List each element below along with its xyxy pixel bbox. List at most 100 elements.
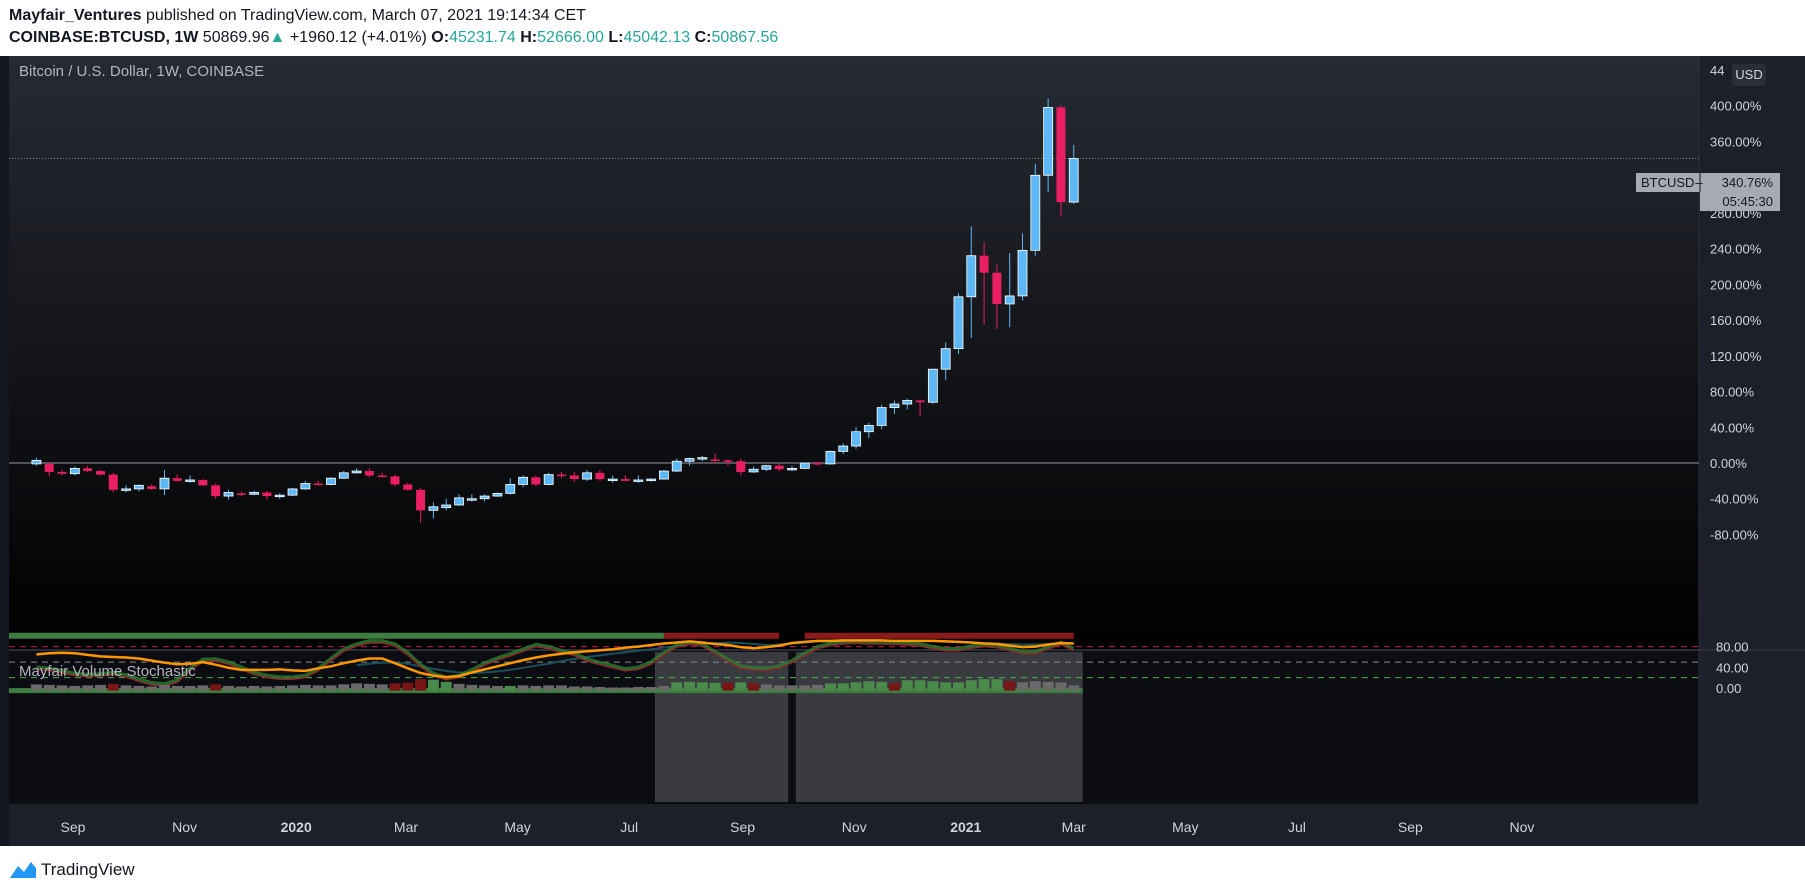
candle[interactable]	[198, 479, 208, 487]
candle[interactable]	[300, 480, 311, 490]
candle[interactable]	[121, 485, 131, 493]
candle[interactable]	[736, 458, 746, 476]
candle[interactable]	[236, 491, 246, 497]
main-pane[interactable]	[9, 56, 1699, 650]
candle[interactable]	[633, 475, 644, 483]
candle[interactable]	[761, 464, 772, 472]
candle[interactable]	[313, 480, 323, 486]
candle[interactable]	[364, 468, 374, 478]
candle[interactable]	[287, 488, 298, 497]
candle[interactable]	[813, 462, 823, 466]
candle[interactable]	[133, 484, 144, 492]
candle[interactable]	[44, 462, 54, 477]
candle[interactable]	[902, 398, 913, 410]
candle[interactable]	[147, 484, 157, 490]
candle[interactable]	[543, 472, 554, 486]
candle[interactable]	[518, 475, 528, 488]
candle[interactable]	[659, 470, 669, 480]
candle[interactable]	[1068, 144, 1079, 204]
candle[interactable]	[274, 493, 285, 499]
candle[interactable]	[851, 427, 861, 449]
candle[interactable]	[979, 242, 989, 325]
candle[interactable]	[211, 483, 221, 499]
candle[interactable]	[774, 463, 784, 472]
indicator-title: Mayfair Volume Stochastic	[19, 663, 196, 680]
candle-body	[505, 484, 516, 494]
candle[interactable]	[185, 475, 195, 483]
candle[interactable]	[684, 457, 695, 466]
chart-area[interactable]: 44400.00%360.00%280.00%240.00%200.00%160…	[0, 56, 1805, 846]
candle[interactable]	[992, 264, 1002, 329]
candle[interactable]	[723, 459, 733, 466]
candle[interactable]	[889, 400, 900, 414]
candle[interactable]	[531, 475, 541, 487]
candle-body	[147, 486, 157, 489]
candle-body	[940, 348, 951, 370]
candle[interactable]	[31, 457, 42, 466]
candle[interactable]	[595, 470, 605, 481]
candle[interactable]	[710, 454, 720, 463]
candle[interactable]	[326, 477, 336, 486]
candle[interactable]	[1056, 105, 1066, 217]
currency-button[interactable]	[1732, 64, 1766, 86]
candle[interactable]	[1043, 98, 1054, 193]
candle[interactable]	[492, 492, 503, 497]
candle[interactable]	[223, 489, 234, 500]
candle[interactable]	[556, 471, 566, 479]
candle[interactable]	[697, 455, 708, 462]
candle[interactable]	[505, 478, 516, 495]
candle[interactable]	[159, 470, 170, 496]
candle[interactable]	[607, 475, 618, 483]
time-axis[interactable]	[9, 804, 1805, 846]
candle[interactable]	[479, 494, 490, 502]
candle[interactable]	[57, 470, 67, 476]
tradingview-brand[interactable]: TradingView	[41, 860, 135, 879]
candle[interactable]	[377, 472, 387, 478]
candle[interactable]	[416, 488, 426, 523]
candle[interactable]	[262, 490, 272, 500]
candle-body	[595, 472, 605, 480]
publisher-name[interactable]: Mayfair_Ventures	[9, 7, 142, 24]
candle[interactable]	[940, 342, 951, 380]
candle[interactable]	[338, 471, 349, 480]
candle[interactable]	[95, 470, 105, 476]
candle[interactable]	[569, 471, 579, 482]
candle[interactable]	[582, 470, 592, 481]
candle[interactable]	[876, 404, 887, 430]
candle[interactable]	[83, 465, 93, 472]
candle[interactable]	[953, 293, 964, 354]
candle[interactable]	[172, 474, 182, 482]
candle[interactable]	[454, 494, 464, 506]
candle[interactable]	[249, 490, 260, 496]
candle[interactable]	[915, 399, 925, 417]
candle[interactable]	[351, 468, 362, 474]
candle-body	[133, 484, 144, 490]
candle-body	[518, 476, 528, 485]
candle[interactable]	[621, 475, 631, 481]
candle[interactable]	[390, 474, 400, 487]
candle[interactable]	[441, 498, 452, 511]
tradingview-logo-icon[interactable]	[9, 858, 37, 880]
candle[interactable]	[927, 368, 938, 405]
candle[interactable]	[69, 466, 80, 476]
candle[interactable]	[1030, 163, 1041, 256]
badge-value: 340.76%	[1722, 175, 1774, 190]
candle[interactable]	[863, 422, 874, 438]
candle[interactable]	[403, 482, 413, 491]
candle[interactable]	[466, 494, 477, 502]
candle[interactable]	[646, 478, 657, 482]
candle[interactable]	[787, 465, 797, 472]
candle[interactable]	[966, 226, 977, 338]
candle[interactable]	[748, 466, 759, 473]
candle[interactable]	[671, 458, 682, 472]
candle-body	[338, 472, 349, 479]
candle[interactable]	[838, 443, 849, 455]
candle[interactable]	[825, 450, 836, 465]
candle[interactable]	[799, 462, 810, 470]
change-arrow: ▲	[269, 29, 286, 46]
candle[interactable]	[1004, 253, 1015, 328]
candle[interactable]	[1017, 233, 1028, 301]
candle[interactable]	[108, 472, 118, 493]
candle-body	[953, 296, 964, 350]
candle[interactable]	[428, 502, 439, 519]
